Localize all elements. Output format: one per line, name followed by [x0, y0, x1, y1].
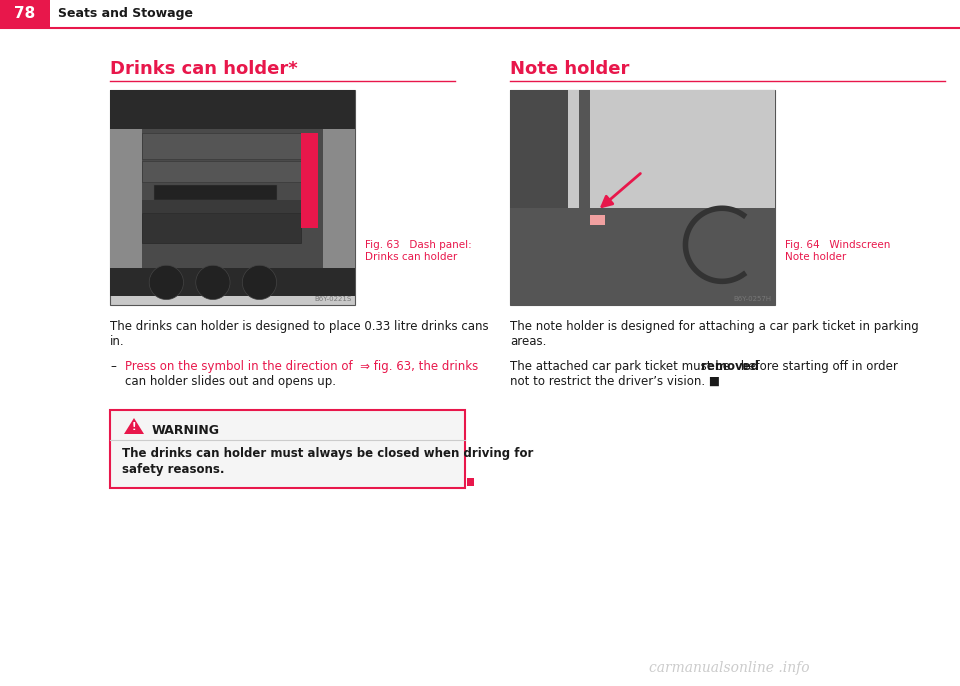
Circle shape — [242, 265, 276, 300]
Text: Drinks can holder*: Drinks can holder* — [110, 60, 298, 78]
Bar — [579, 90, 589, 219]
Text: The drinks can holder is designed to place 0.33 litre drinks cans: The drinks can holder is designed to pla… — [110, 320, 489, 333]
Text: Note holder: Note holder — [510, 60, 630, 78]
Text: B6Y-0257H: B6Y-0257H — [733, 296, 772, 302]
Text: Press on the symbol in the direction of  ⇒ fig. 63, the drinks: Press on the symbol in the direction of … — [125, 360, 478, 373]
Bar — [155, 185, 276, 200]
Text: can holder slides out and opens up.: can holder slides out and opens up. — [125, 375, 336, 388]
Bar — [110, 90, 355, 305]
Bar — [510, 90, 775, 209]
Text: Fig. 64   Windscreen: Fig. 64 Windscreen — [785, 241, 890, 250]
Bar — [110, 410, 465, 488]
Bar — [589, 215, 606, 226]
Text: in.: in. — [110, 335, 125, 348]
Text: removed: removed — [701, 360, 758, 373]
Bar — [142, 213, 301, 243]
Text: Drinks can holder: Drinks can holder — [365, 252, 457, 263]
Bar — [510, 90, 775, 305]
Bar — [110, 129, 142, 268]
Text: The drinks can holder must always be closed when driving for: The drinks can holder must always be clo… — [122, 447, 534, 460]
Bar — [0, 0, 50, 28]
Text: carmanualsonline .info: carmanualsonline .info — [649, 661, 810, 675]
Bar — [142, 200, 301, 213]
Text: 78: 78 — [14, 6, 36, 21]
Text: B6Y-0221S: B6Y-0221S — [315, 296, 352, 302]
Text: Note holder: Note holder — [785, 252, 847, 263]
Circle shape — [196, 265, 230, 300]
Bar — [510, 90, 568, 305]
Bar — [142, 129, 324, 268]
Bar — [110, 268, 355, 296]
Text: !: ! — [132, 422, 136, 432]
Circle shape — [149, 265, 183, 300]
Text: The attached car park ticket must be: The attached car park ticket must be — [510, 360, 733, 373]
Text: Fig. 63   Dash panel:: Fig. 63 Dash panel: — [365, 241, 471, 250]
Text: not to restrict the driver’s vision. ■: not to restrict the driver’s vision. ■ — [510, 375, 720, 388]
Bar — [301, 133, 319, 228]
Text: areas.: areas. — [510, 335, 546, 348]
Bar — [324, 129, 355, 268]
Text: WARNING: WARNING — [152, 423, 220, 436]
Text: safety reasons.: safety reasons. — [122, 463, 225, 476]
Bar — [110, 90, 355, 129]
Bar — [142, 161, 301, 182]
Polygon shape — [124, 418, 144, 434]
Bar — [142, 133, 301, 158]
Text: Seats and Stowage: Seats and Stowage — [58, 8, 193, 21]
Text: before starting off in order: before starting off in order — [736, 360, 898, 373]
Text: –: – — [110, 360, 116, 373]
Bar — [510, 209, 775, 305]
Bar — [467, 478, 474, 486]
Text: The note holder is designed for attaching a car park ticket in parking: The note holder is designed for attachin… — [510, 320, 919, 333]
